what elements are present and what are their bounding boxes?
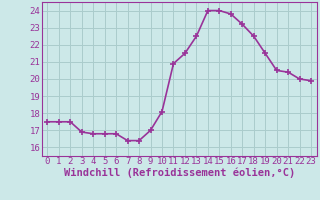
X-axis label: Windchill (Refroidissement éolien,°C): Windchill (Refroidissement éolien,°C) [64,168,295,178]
